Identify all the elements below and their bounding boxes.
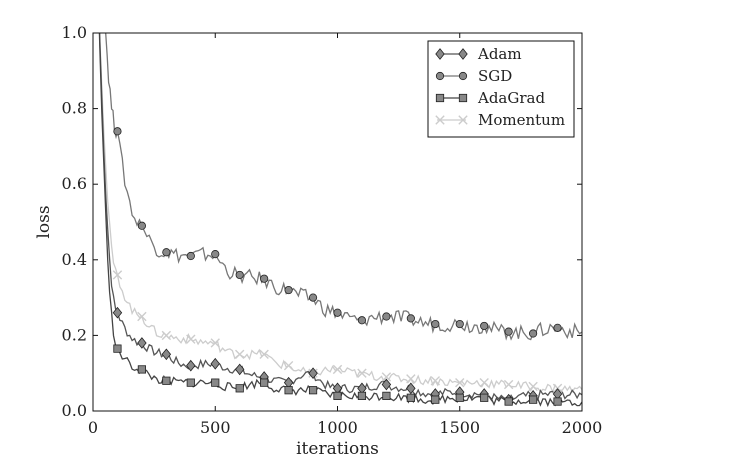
marker-adam [308, 367, 318, 380]
marker-sgd [308, 293, 318, 302]
marker-sgd [553, 323, 562, 332]
legend-marker-adam [435, 48, 445, 60]
marker-sgd [480, 321, 489, 331]
marker-adam [161, 348, 172, 361]
marker-sgd [284, 285, 293, 295]
y-tick-label: 1.0 [62, 23, 87, 42]
legend-label-adagrad: AdaGrad [477, 89, 545, 107]
marker-adam [234, 363, 245, 376]
marker-adagrad [504, 397, 513, 406]
marker-adam [186, 359, 196, 372]
marker-momentum [503, 379, 514, 390]
y-tick-label: 0.8 [62, 99, 87, 118]
marker-adagrad [260, 378, 269, 387]
marker-adagrad [235, 384, 244, 393]
x-tick-label: 1500 [439, 418, 480, 437]
y-tick-label: 0.2 [62, 325, 87, 344]
marker-momentum [332, 364, 343, 375]
x-axis-label: iterations [296, 439, 379, 459]
marker-adagrad [308, 386, 318, 395]
marker-momentum [186, 334, 196, 344]
x-tick-label: 1000 [317, 418, 358, 437]
marker-adagrad [455, 393, 464, 402]
legend-marker-sgd [458, 71, 468, 81]
marker-sgd [186, 251, 195, 261]
marker-adagrad [113, 344, 122, 353]
y-tick-label: 0.0 [62, 401, 87, 420]
marker-sgd [333, 308, 342, 317]
marker-adagrad [382, 391, 391, 400]
legend-marker-momentum [458, 115, 468, 125]
marker-momentum [406, 374, 416, 384]
y-tick-label: 0.4 [62, 250, 87, 269]
marker-adagrad [137, 365, 146, 374]
marker-adagrad [431, 395, 440, 404]
marker-sgd [504, 327, 513, 336]
marker-sgd [406, 314, 415, 323]
marker-momentum [137, 311, 147, 322]
legend-marker-momentum [435, 115, 445, 125]
legend-marker-adagrad [435, 93, 445, 103]
marker-momentum [259, 349, 269, 359]
marker-sgd [357, 316, 367, 325]
marker-momentum [161, 330, 172, 341]
legend-label-adam: Adam [477, 45, 522, 63]
marker-adagrad [529, 395, 538, 404]
marker-momentum [528, 381, 538, 392]
marker-adam [406, 382, 416, 395]
marker-sgd [382, 312, 391, 321]
marker-momentum [210, 338, 220, 348]
marker-adagrad [186, 378, 195, 387]
marker-adagrad [357, 391, 367, 400]
marker-sgd [455, 319, 464, 329]
marker-sgd [113, 127, 122, 136]
marker-adagrad [162, 376, 171, 385]
marker-sgd [260, 274, 269, 283]
marker-momentum [112, 270, 123, 280]
legend-label-momentum: Momentum [478, 111, 565, 129]
marker-sgd [528, 329, 538, 338]
x-tick-label: 2000 [562, 418, 603, 437]
marker-momentum [235, 349, 245, 359]
marker-adagrad [211, 378, 220, 387]
marker-momentum [455, 377, 465, 388]
x-tick-label: 0 [88, 418, 98, 437]
marker-sgd [211, 250, 220, 259]
marker-adagrad [480, 393, 489, 402]
legend-marker-adagrad [458, 93, 468, 103]
marker-momentum [430, 376, 440, 386]
marker-adagrad [333, 391, 342, 400]
series-markers [112, 127, 563, 406]
marker-adam [210, 357, 220, 370]
marker-adam [137, 337, 147, 349]
legend-label-sgd: SGD [478, 67, 512, 85]
marker-momentum [283, 360, 294, 371]
marker-adagrad [553, 397, 562, 406]
y-axis-label: loss [34, 205, 54, 238]
marker-adagrad [284, 386, 293, 395]
marker-sgd [235, 270, 244, 280]
marker-sgd [162, 248, 171, 257]
legend-marker-sgd [435, 71, 445, 81]
marker-adam [381, 378, 392, 391]
legend-frame [427, 40, 575, 138]
marker-momentum [357, 368, 367, 378]
marker-sgd [431, 319, 440, 329]
marker-momentum [381, 372, 392, 382]
marker-momentum [479, 377, 489, 388]
legend: Adam SGD AdaGrad Momentum [427, 40, 575, 138]
x-tick-label: 500 [200, 418, 231, 437]
marker-adagrad [406, 393, 415, 402]
marker-adam [112, 306, 123, 319]
marker-sgd [137, 221, 146, 230]
legend-marker-adam [458, 48, 468, 60]
axis-ticks: 0 500 1000 1500 2000 0.0 0.2 0.4 0.6 0.8 1.0 [62, 23, 603, 437]
y-tick-label: 0.6 [62, 174, 87, 193]
